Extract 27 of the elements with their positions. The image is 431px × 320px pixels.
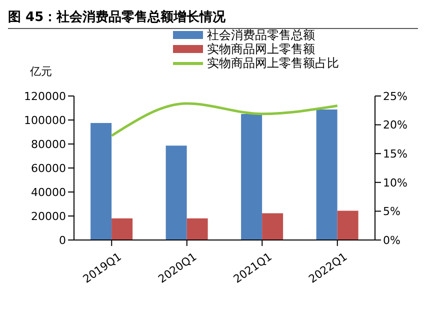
y-tick-label: 0 [59,234,66,247]
legend-label: 社会消费品零售总额 [207,28,315,42]
y2-tick-label: 20% [383,118,408,132]
bar [262,213,284,240]
bar [316,110,338,240]
line-series [110,102,339,137]
y-tick-label: 120000 [24,90,66,103]
y-tick-label: 100000 [24,114,66,127]
y-tick-label: 40000 [31,186,66,199]
y2-tick-label: 0% [383,234,400,247]
y2-tick-label: 10% [383,176,408,190]
y2-tick-label: 25% [383,90,408,103]
bar [241,114,262,240]
y-tick-label: 20000 [31,210,66,223]
y2-tick-label: 15% [383,148,408,161]
y-axis-title: 亿元 [30,64,52,79]
y-tick-label: 80000 [31,138,66,151]
y-tick-label: 60000 [31,162,66,175]
bar [90,123,112,240]
bar [112,218,133,240]
bar [186,218,208,240]
y2-tick-label: 5% [383,205,400,218]
legend-label: 实物商品网上零售额 [207,42,315,56]
legend-label: 实物商品网上零售额占比 [207,56,339,70]
bar [166,146,187,240]
chart-title: 图 45：社会消费品零售总额增长情况 [8,8,418,29]
bar [337,210,358,240]
